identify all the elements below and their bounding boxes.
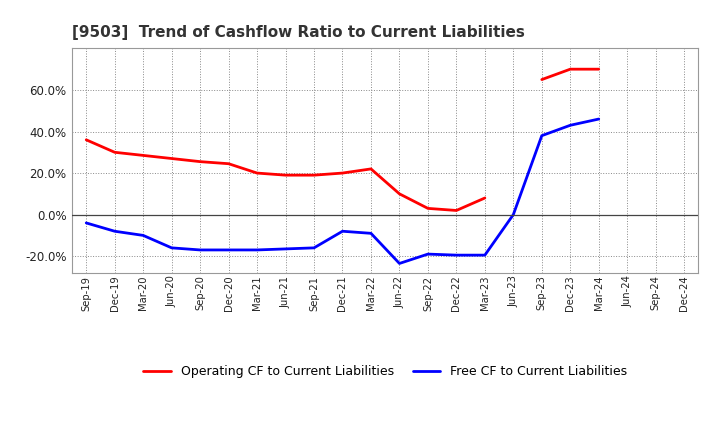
Operating CF to Current Liabilities bbox=[452, 208, 461, 213]
Operating CF to Current Liabilities bbox=[282, 172, 290, 178]
Free CF to Current Liabilities bbox=[110, 229, 119, 234]
Operating CF to Current Liabilities bbox=[423, 206, 432, 211]
Free CF to Current Liabilities bbox=[139, 233, 148, 238]
Operating CF to Current Liabilities bbox=[139, 153, 148, 158]
Operating CF to Current Liabilities bbox=[310, 172, 318, 178]
Free CF to Current Liabilities bbox=[595, 117, 603, 122]
Legend: Operating CF to Current Liabilities, Free CF to Current Liabilities: Operating CF to Current Liabilities, Fre… bbox=[138, 360, 632, 383]
Free CF to Current Liabilities bbox=[338, 229, 347, 234]
Free CF to Current Liabilities bbox=[509, 212, 518, 217]
Operating CF to Current Liabilities bbox=[253, 170, 261, 176]
Free CF to Current Liabilities bbox=[253, 247, 261, 253]
Operating CF to Current Liabilities bbox=[110, 150, 119, 155]
Operating CF to Current Liabilities bbox=[82, 137, 91, 143]
Free CF to Current Liabilities bbox=[366, 231, 375, 236]
Free CF to Current Liabilities bbox=[566, 123, 575, 128]
Free CF to Current Liabilities bbox=[282, 246, 290, 252]
Free CF to Current Liabilities bbox=[480, 253, 489, 258]
Text: [9503]  Trend of Cashflow Ratio to Current Liabilities: [9503] Trend of Cashflow Ratio to Curren… bbox=[72, 25, 525, 40]
Operating CF to Current Liabilities bbox=[480, 195, 489, 201]
Operating CF to Current Liabilities bbox=[338, 170, 347, 176]
Operating CF to Current Liabilities bbox=[196, 159, 204, 164]
Free CF to Current Liabilities bbox=[167, 245, 176, 250]
Free CF to Current Liabilities bbox=[196, 247, 204, 253]
Operating CF to Current Liabilities bbox=[225, 161, 233, 166]
Free CF to Current Liabilities bbox=[82, 220, 91, 226]
Free CF to Current Liabilities bbox=[537, 133, 546, 138]
Operating CF to Current Liabilities bbox=[167, 156, 176, 161]
Free CF to Current Liabilities bbox=[310, 245, 318, 250]
Line: Free CF to Current Liabilities: Free CF to Current Liabilities bbox=[86, 119, 599, 264]
Operating CF to Current Liabilities bbox=[395, 191, 404, 197]
Free CF to Current Liabilities bbox=[423, 252, 432, 257]
Line: Operating CF to Current Liabilities: Operating CF to Current Liabilities bbox=[86, 140, 485, 210]
Free CF to Current Liabilities bbox=[395, 261, 404, 266]
Operating CF to Current Liabilities bbox=[366, 166, 375, 172]
Free CF to Current Liabilities bbox=[225, 247, 233, 253]
Free CF to Current Liabilities bbox=[452, 253, 461, 258]
